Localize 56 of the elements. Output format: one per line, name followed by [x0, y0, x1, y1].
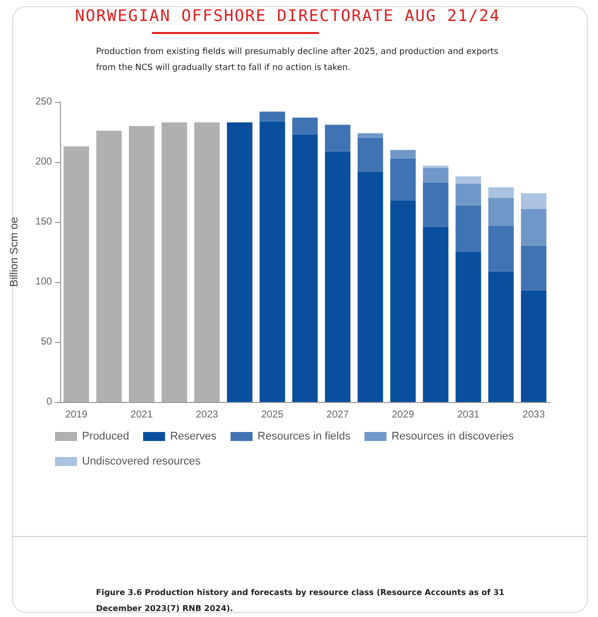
- bar: [390, 200, 416, 402]
- caption: Figure 3.6 Production history and forecasts by resource class (Resource Accounts as of 31 December 2023(7) RNB 2024).: [96, 587, 506, 615]
- legend-label: Reserves: [170, 430, 218, 442]
- x-tick-label: 2031: [457, 410, 480, 420]
- bar: [96, 130, 122, 402]
- text: NORWEGIAN OFFSHORE DIRECTORATE AUG 21/24: [75, 6, 500, 25]
- bar: [488, 198, 514, 226]
- x-tick-label: 2023: [196, 410, 219, 420]
- bar: [162, 122, 188, 402]
- bar: [520, 193, 546, 209]
- bar: [358, 172, 384, 402]
- bar: [422, 226, 448, 402]
- y-tick-label: 100: [35, 276, 52, 288]
- bar: [488, 187, 514, 198]
- bar: [520, 290, 546, 402]
- y-tick-label: 200: [35, 156, 52, 168]
- bar: [260, 112, 286, 122]
- x-tick-label: 2021: [130, 410, 154, 420]
- bar: [422, 168, 448, 182]
- bar: [64, 146, 90, 402]
- bar: [456, 252, 482, 402]
- bar: [456, 205, 482, 252]
- y-tick-label: 0: [46, 396, 52, 408]
- bar: [358, 138, 384, 172]
- bar: [324, 151, 350, 402]
- x-tick-label: 2019: [65, 410, 88, 420]
- x-tick-label: 2033: [522, 410, 546, 420]
- bar: [292, 118, 318, 134]
- legend-label: Produced: [82, 430, 130, 442]
- bar: [226, 122, 252, 402]
- x-tick-label: 2027: [326, 410, 350, 420]
- bar: [324, 124, 350, 152]
- bar: [456, 176, 482, 184]
- bar: [488, 226, 514, 272]
- chart-title: Production from existing fields will presumably decline after 2025, and production and exports from the NCS will gradually start to fall if no action is taken.: [96, 46, 500, 75]
- y-tick-label: 150: [35, 216, 52, 228]
- y-tick-label: 50: [40, 336, 52, 348]
- x-tick-label: 2029: [392, 410, 415, 420]
- y-tick-label: 250: [35, 96, 52, 108]
- bar: [390, 158, 416, 200]
- legend-label: Resources in discoveries: [391, 430, 514, 442]
- bar: [390, 150, 416, 158]
- bar: [358, 133, 384, 138]
- bar: [488, 271, 514, 402]
- bar: [520, 246, 546, 290]
- bar: [128, 126, 154, 402]
- bar: [260, 121, 286, 402]
- bar: [520, 208, 546, 246]
- y-axis-title: Billion Scm oe: [8, 217, 20, 287]
- bar: [194, 122, 220, 402]
- x-tick-label: 2025: [261, 410, 284, 420]
- legend-label: Resources in fields: [258, 430, 351, 442]
- bar: [292, 134, 318, 402]
- bar: [456, 184, 482, 206]
- bar: [422, 182, 448, 227]
- legend-label: Undiscovered resources: [82, 456, 202, 468]
